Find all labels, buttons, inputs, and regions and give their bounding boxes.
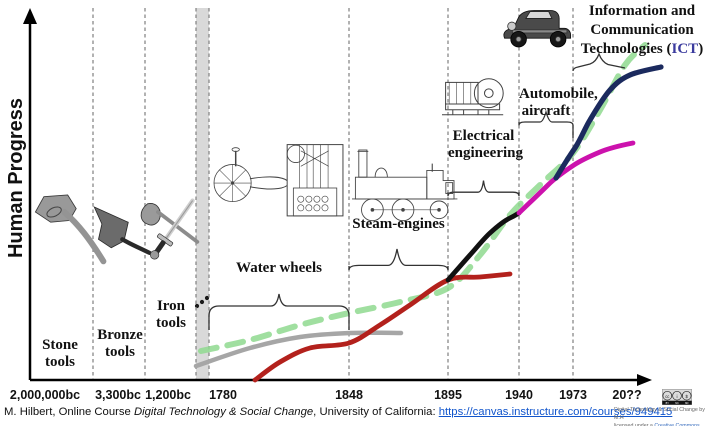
svg-text:ND: ND bbox=[685, 402, 689, 405]
svg-text:i: i bbox=[676, 394, 677, 400]
svg-text:BY: BY bbox=[666, 402, 670, 405]
svg-text:cc: cc bbox=[665, 394, 669, 399]
svg-text:NC: NC bbox=[675, 402, 679, 405]
